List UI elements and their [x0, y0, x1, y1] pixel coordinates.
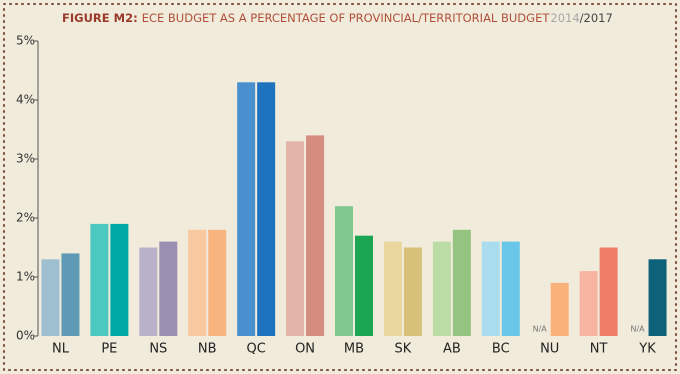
bar [41, 259, 60, 336]
y-tick-label: 3% [16, 152, 35, 166]
na-label: N/A [630, 325, 645, 334]
bar [579, 271, 598, 336]
x-tick-label: PE [101, 342, 117, 357]
title-prefix: FIGURE M2: [62, 11, 138, 25]
legend-entry: 2017 [584, 11, 613, 25]
bar [599, 247, 618, 336]
na-label: N/A [533, 325, 548, 334]
x-tick-label: YK [638, 342, 656, 357]
bar [208, 229, 227, 336]
bar [355, 235, 373, 336]
bar [648, 259, 667, 336]
bar [257, 82, 276, 336]
x-tick-label: SK [395, 342, 412, 357]
x-tick-label: MB [344, 342, 364, 357]
bar [383, 241, 402, 336]
y-tick-label: 2% [16, 211, 35, 225]
x-tick-label: NU [540, 342, 559, 357]
bar [237, 82, 256, 336]
bar [110, 223, 129, 336]
bar [139, 247, 158, 336]
legend-separator: / [580, 11, 584, 25]
bar [335, 206, 353, 336]
bar [159, 241, 178, 336]
bar [452, 229, 471, 336]
x-tick-label: QC [246, 342, 265, 357]
x-tick-label: BC [492, 342, 510, 357]
dotted-border [3, 3, 677, 371]
bar [90, 223, 109, 336]
bar [286, 141, 305, 336]
y-tick-label: 0% [16, 329, 35, 343]
bar [61, 253, 80, 336]
x-tick-label: NT [590, 342, 608, 357]
bar [481, 241, 500, 336]
chart-title: FIGURE M2: ECE BUDGET AS A PERCENTAGE OF… [62, 11, 613, 25]
bar [306, 135, 325, 336]
x-tick-label: NB [198, 342, 217, 357]
bar [550, 282, 569, 336]
y-tick-label: 5% [16, 34, 35, 48]
bar [501, 241, 520, 336]
x-tick-label: NS [149, 342, 167, 357]
title-text: ECE BUDGET AS A PERCENTAGE OF PROVINCIAL… [142, 11, 551, 25]
bar [432, 241, 451, 336]
bar [188, 229, 207, 336]
legend-entry: 2014 [550, 11, 579, 25]
y-tick-label: 1% [16, 270, 35, 284]
y-tick-label: 4% [16, 93, 35, 107]
x-tick-label: ON [295, 342, 315, 357]
bar [403, 247, 422, 336]
x-tick-label: AB [443, 342, 461, 357]
x-tick-label: NL [52, 342, 70, 357]
